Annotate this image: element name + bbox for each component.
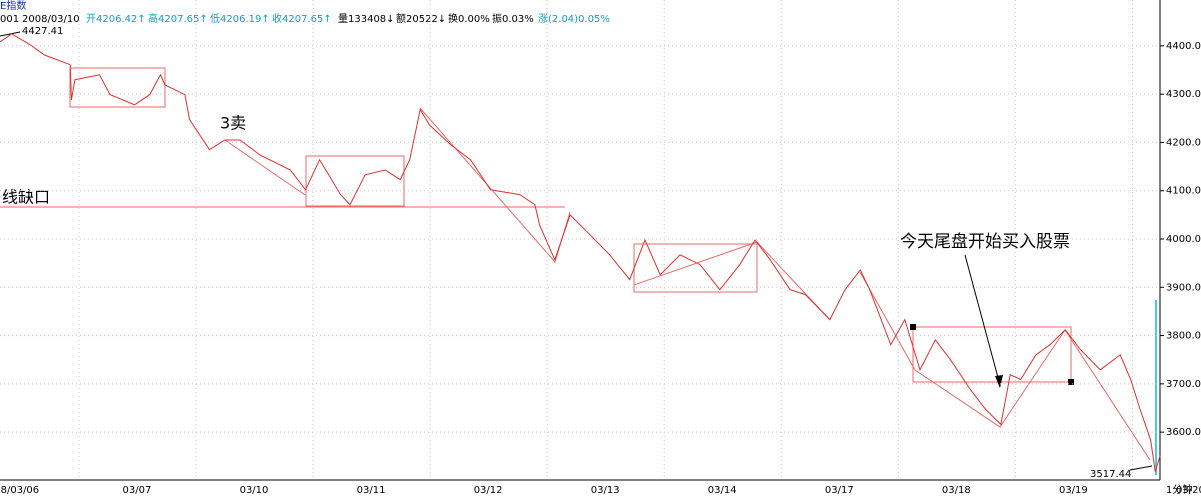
x-tick-label: 03/20 [1176, 485, 1201, 496]
low-pointer [1129, 465, 1153, 471]
volume: 量133408↓ [338, 13, 395, 25]
sell-label: 3卖 [220, 114, 246, 133]
date: 2008/03/10 [22, 14, 80, 25]
change: 涨(2.04)0.05% [538, 13, 610, 25]
box [912, 326, 1072, 383]
trend-line [224, 139, 306, 196]
x-tick-label: 03/19 [1059, 485, 1088, 496]
x-tick-label: 03/13 [591, 485, 620, 496]
x-tick-label: 03/18 [942, 485, 971, 496]
header: E指数 001 2008/03/10 开4206.42↑ 高4207.65↑ 低… [0, 0, 610, 25]
high-label: 4427.41 [22, 26, 63, 37]
box [305, 155, 405, 207]
index-code: 001 [0, 14, 19, 25]
amplitude: 振0.03% [492, 12, 534, 25]
box [69, 67, 166, 108]
period-label: 1分钟 [1166, 483, 1192, 496]
x-tick-label: 03/14 [708, 485, 737, 496]
x-tick-label: 03/17 [825, 485, 854, 496]
gap-label: 线缺口 [2, 188, 50, 207]
y-tick-label: 4400.00 [1166, 41, 1201, 52]
y-tick-label: 4300.00 [1166, 89, 1201, 100]
arrow [964, 254, 1001, 386]
turnover: 换0.00% [448, 12, 490, 25]
y-tick-label: 3700.00 [1166, 379, 1201, 390]
low: 低4206.19↑ [210, 12, 270, 25]
index-name: E指数 [0, 0, 26, 12]
y-tick-label: 4200.00 [1166, 137, 1201, 148]
y-tick-label: 3900.00 [1166, 282, 1201, 293]
arrow-head [995, 375, 1003, 388]
open: 开4206.42↑ [86, 14, 146, 25]
price-line [0, 33, 1161, 472]
box [633, 243, 758, 293]
trend-line [633, 241, 831, 321]
high: 高4207.65↑ [148, 12, 208, 25]
high-pointer [0, 31, 21, 37]
low-label: 3517.44 [1090, 469, 1131, 480]
y-tick-label: 3800.00 [1166, 331, 1201, 342]
y-tick-label: 4100.00 [1166, 186, 1201, 197]
x-tick-label: 03/10 [240, 485, 269, 496]
x-tick-label: 03/07 [123, 485, 152, 496]
marker [1068, 379, 1074, 385]
amount: 额20522↓ [396, 12, 446, 25]
close: 收4207.65↑ [272, 12, 332, 25]
annotation-shapes [0, 31, 1157, 475]
x-tick-label: 03/11 [357, 485, 386, 496]
buy-label: 今天尾盘开始买入股票 [900, 232, 1070, 252]
x-tick-label: 03/12 [474, 485, 503, 496]
trend-line [859, 271, 1151, 461]
marker [910, 324, 916, 330]
y-tick-label: 4000.00 [1166, 234, 1201, 245]
y-tick-label: 3600.00 [1166, 427, 1201, 438]
x-tick-label: 8/03/06 [1, 485, 40, 496]
